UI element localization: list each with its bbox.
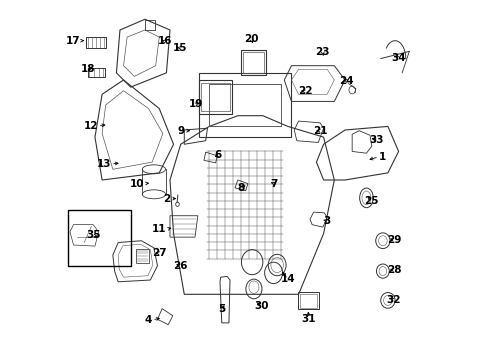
Bar [209, 84, 281, 126]
Text: 11: 11 [152, 224, 167, 234]
Text: 28: 28 [387, 265, 402, 275]
Text: 22: 22 [298, 86, 312, 96]
Text: 25: 25 [365, 197, 379, 206]
Text: 1: 1 [379, 152, 386, 162]
Text: 16: 16 [157, 36, 172, 46]
Text: 24: 24 [339, 76, 354, 86]
Text: 14: 14 [281, 274, 295, 284]
Bar [88, 68, 105, 77]
Text: 33: 33 [369, 135, 384, 145]
Text: 3: 3 [323, 216, 330, 226]
Text: 26: 26 [173, 261, 187, 271]
Bar [68, 210, 131, 266]
Text: 34: 34 [392, 53, 406, 63]
Text: 19: 19 [189, 99, 203, 109]
Bar [241, 50, 267, 75]
Bar [198, 73, 292, 137]
Bar [198, 80, 232, 114]
Text: 12: 12 [83, 121, 98, 131]
Text: 6: 6 [215, 150, 222, 160]
Text: 9: 9 [178, 126, 185, 136]
Text: 20: 20 [244, 34, 259, 44]
Text: 23: 23 [316, 47, 330, 57]
Bar [136, 249, 148, 263]
Text: 29: 29 [387, 235, 401, 245]
Bar [243, 52, 264, 73]
Text: 4: 4 [145, 315, 152, 325]
Bar [298, 292, 319, 309]
Text: 10: 10 [130, 179, 144, 189]
Bar [145, 20, 155, 30]
Text: 27: 27 [152, 248, 167, 258]
Text: 30: 30 [254, 301, 269, 311]
Text: 18: 18 [81, 64, 96, 73]
Text: 7: 7 [270, 179, 278, 189]
Text: 13: 13 [97, 159, 111, 169]
Text: 5: 5 [218, 303, 225, 314]
Text: 21: 21 [313, 126, 327, 136]
Text: 2: 2 [164, 194, 171, 203]
Bar [86, 37, 106, 48]
Text: 35: 35 [86, 230, 100, 240]
Text: 32: 32 [386, 295, 400, 305]
Text: 17: 17 [65, 36, 80, 46]
Text: 15: 15 [173, 43, 187, 53]
Text: 8: 8 [238, 183, 245, 193]
Bar [300, 294, 317, 307]
Bar [201, 83, 230, 111]
Text: 31: 31 [301, 314, 316, 324]
